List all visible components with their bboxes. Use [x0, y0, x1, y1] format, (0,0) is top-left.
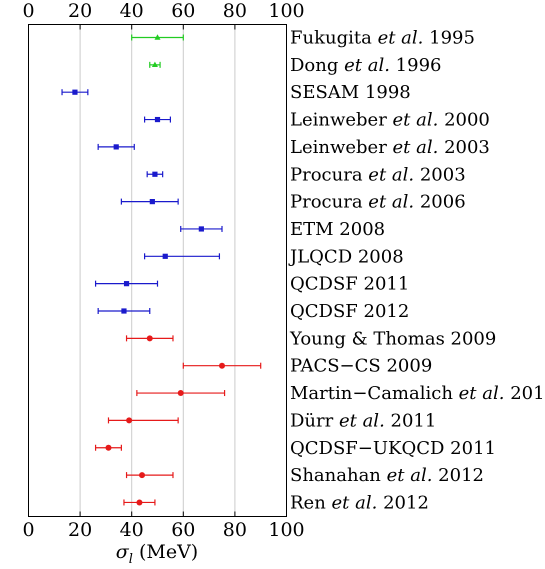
x-axis-subscript: l [129, 552, 133, 567]
data-point-square [72, 89, 78, 95]
row-label-year: 2010 [504, 383, 545, 404]
row-label: Martin−Camalich et al. 2010 [290, 383, 545, 404]
tick-layer: 0 0 20 20 40 40 60 60 80 80 100 100 [22, 0, 304, 541]
row-label-year: 1996 [390, 55, 442, 76]
marks-layer [61, 34, 262, 506]
row-label: Dong et al. 1996 [290, 55, 441, 76]
row-label: Leinweber et al. 2000 [290, 110, 490, 131]
row-label-year: 2003 [438, 137, 490, 158]
x-axis-symbol: σ [116, 541, 130, 563]
data-point-triangle [151, 61, 158, 68]
row-label-etal: et al. [368, 192, 414, 213]
data-point-square [162, 253, 168, 259]
row-label-text: Young & Thomas 2009 [289, 328, 496, 349]
row-label-text: JLQCD 2008 [288, 246, 404, 267]
data-point-circle [126, 417, 133, 424]
top-tick-label: 40 [120, 0, 144, 22]
row-label-text: QCDSF 2012 [290, 301, 409, 322]
bottom-tick-label: 80 [223, 519, 247, 541]
bottom-tick-label: 100 [268, 519, 304, 541]
x-axis-unit: (MeV) [139, 541, 198, 563]
row-label: SESAM 1998 [290, 82, 411, 103]
plot-frame [28, 24, 287, 517]
row-label: Procura et al. 2003 [290, 164, 466, 185]
bottom-tick-label: 60 [171, 519, 195, 541]
row-label-year: 1995 [423, 28, 475, 49]
bottom-tick-label: 20 [68, 519, 92, 541]
row-label: QCDSF 2012 [290, 301, 409, 322]
bottom-tick-label: 40 [120, 519, 144, 541]
row-label: QCDSF−UKQCD 2011 [290, 438, 496, 459]
data-point-circle [105, 444, 112, 451]
row-label-text: Fukugita [290, 28, 378, 49]
row-label-text: SESAM 1998 [290, 82, 411, 103]
row-label: ETM 2008 [290, 219, 385, 240]
row-label-text: Shanahan [290, 465, 387, 486]
row-label-text: Martin−Camalich [290, 383, 459, 404]
row-label-year: 2012 [377, 492, 429, 513]
row-labels: Fukugita et al. 1995 Dong et al. 1996 SESA… [288, 28, 545, 514]
data-point-square [152, 171, 158, 177]
data-point-square [113, 144, 119, 150]
row-label-text: Dong [290, 55, 344, 76]
bottom-tick-label: 0 [22, 519, 34, 541]
top-tick-label: 60 [171, 0, 195, 22]
top-tick-label: 20 [68, 0, 92, 22]
row-label-etal: et al. [368, 164, 414, 185]
row-label-etal: et al. [378, 28, 424, 49]
data-point-circle [146, 335, 153, 342]
row-label-year: 2006 [414, 192, 466, 213]
row-label-text: Leinweber [290, 110, 393, 131]
grid-layer [79, 24, 236, 517]
top-tick-label: 80 [223, 0, 247, 22]
row-label-year: 2000 [438, 110, 490, 131]
data-point-square [123, 281, 130, 287]
data-point-circle [219, 362, 225, 369]
row-label: QCDSF 2011 [290, 274, 409, 295]
row-label-text: ETM 2008 [290, 219, 385, 240]
data-point-square [121, 308, 127, 314]
row-label-etal: et al. [459, 383, 505, 404]
row-label-etal: et al. [344, 55, 390, 76]
row-label: Ren et al. 2012 [290, 492, 429, 513]
row-label-etal: et al. [387, 465, 433, 486]
row-label: Fukugita et al. 1995 [290, 28, 475, 49]
row-label-text: PACS−CS 2009 [290, 356, 432, 377]
row-label-year: 2003 [414, 164, 466, 185]
x-axis-title: σl (MeV) [116, 541, 198, 567]
row-label-text: Procura [290, 164, 368, 185]
row-label-text: QCDSF 2011 [290, 274, 409, 295]
data-point-circle [136, 499, 143, 506]
row-label: PACS−CS 2009 [290, 356, 432, 377]
top-tick-label: 0 [22, 0, 34, 22]
row-label: Young & Thomas 2009 [289, 328, 496, 349]
row-label-etal: et al. [393, 137, 439, 158]
data-point-triangle [154, 34, 161, 40]
data-point-square [154, 116, 161, 123]
row-label-text: Procura [290, 192, 368, 213]
data-point-circle [139, 472, 146, 479]
row-label-text: Ren [290, 492, 332, 513]
data-point-square [149, 199, 155, 205]
row-label-year: 2011 [385, 410, 437, 431]
row-label: Procura et al. 2006 [290, 192, 466, 213]
row-label-text: Dürr [290, 410, 339, 431]
row-label-etal: et al. [339, 410, 385, 431]
row-label-year: 2012 [432, 465, 484, 486]
data-point-square [198, 226, 204, 232]
row-label: Leinweber et al. 2003 [290, 137, 490, 158]
row-label: Dürr et al. 2011 [290, 410, 436, 431]
row-label-text: QCDSF−UKQCD 2011 [290, 438, 496, 459]
row-label-etal: et al. [393, 110, 439, 131]
row-label: Shanahan et al. 2012 [290, 465, 484, 486]
row-label: JLQCD 2008 [288, 246, 404, 267]
row-label-etal: et al. [332, 492, 378, 513]
row-label-text: Leinweber [290, 137, 393, 158]
top-tick-label: 100 [268, 0, 304, 22]
data-point-circle [177, 390, 184, 397]
